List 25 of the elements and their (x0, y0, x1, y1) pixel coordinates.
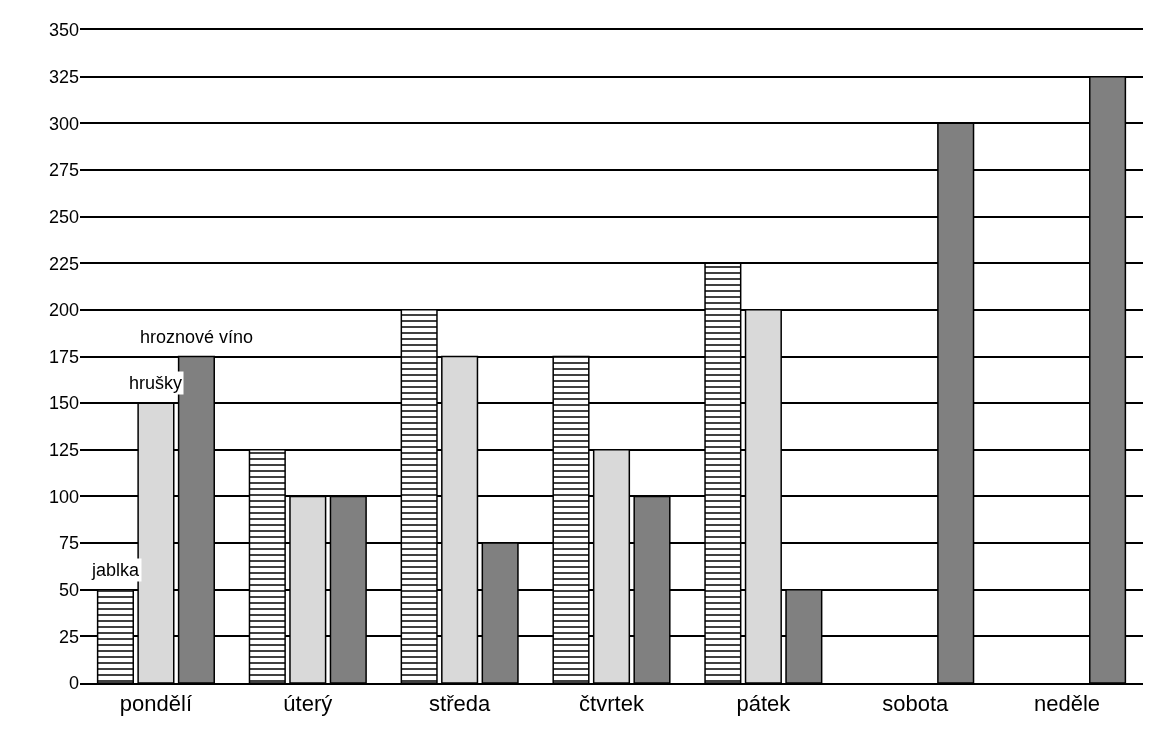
y-tick-label: 25 (58, 626, 79, 647)
y-tick-label: 50 (58, 580, 79, 601)
x-tick-label: sobota (882, 691, 949, 717)
y-tick-label: 150 (48, 393, 79, 414)
y-tick-label: 125 (48, 440, 79, 461)
x-tick-label: neděle (1034, 691, 1101, 717)
x-tick-label: čtvrtek (579, 691, 645, 717)
series-label: jablka (91, 560, 141, 580)
y-tick-label: 200 (48, 300, 79, 321)
y-tick-label: 350 (48, 20, 79, 41)
y-tick-label: 275 (48, 160, 79, 181)
y-tick-label: 225 (48, 253, 79, 274)
series-label: hrušky (129, 373, 183, 393)
y-tick-label: 75 (58, 533, 79, 554)
y-tick-label: 100 (48, 486, 79, 507)
y-tick-label: 325 (48, 66, 79, 87)
y-tick-label: 175 (48, 346, 79, 367)
x-tick-label: pátek (736, 691, 792, 717)
y-tick-label: 300 (48, 113, 79, 134)
y-tick-label: 0 (68, 673, 79, 694)
x-tick-label: pondělí (119, 691, 193, 717)
y-tick-label: 250 (48, 206, 79, 227)
series-label: hroznové víno (140, 327, 254, 347)
x-tick-label: úterý (283, 691, 333, 717)
x-tick-label: středa (429, 691, 491, 717)
